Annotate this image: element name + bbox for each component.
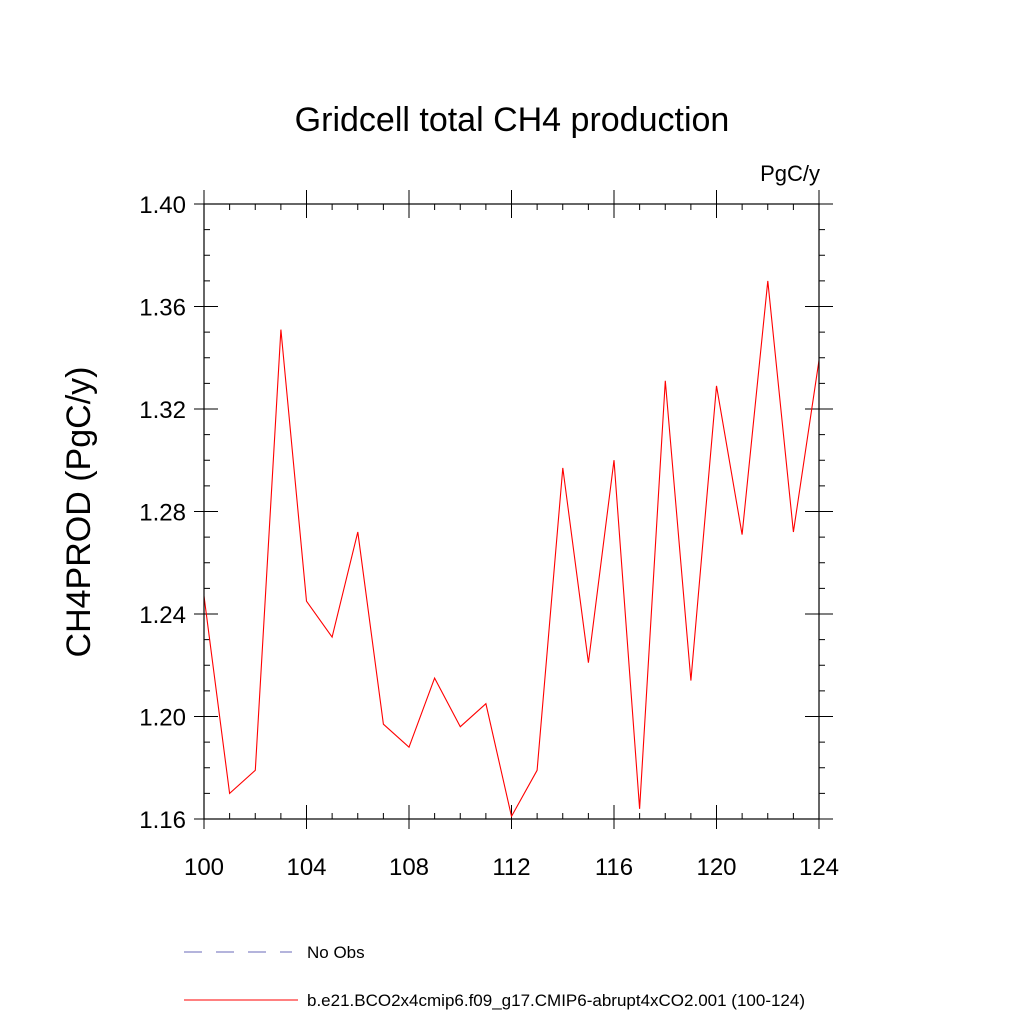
y-tick-label: 1.16 — [139, 807, 186, 834]
legend-label-series: b.e21.BCO2x4cmip6.f09_g17.CMIP6-abrupt4x… — [307, 991, 805, 1010]
axis-ticks — [194, 190, 833, 829]
legend: No Obs b.e21.BCO2x4cmip6.f09_g17.CMIP6-a… — [184, 943, 805, 1010]
y-axis-label: CH4PROD (PgC/y) — [60, 367, 98, 658]
x-tick-label: 108 — [389, 854, 429, 881]
y-tick-label: 1.20 — [139, 705, 186, 732]
x-tick-label: 104 — [286, 854, 326, 881]
y-tick-label: 1.32 — [139, 397, 186, 424]
plot-frame — [203, 203, 820, 820]
x-tick-label: 100 — [184, 854, 224, 881]
series-layer — [203, 280, 820, 818]
x-tick-label: 116 — [595, 854, 633, 881]
tick-labels: 100 104 108 112 116 120 124 1.16 1.20 1.24 1.28 1.3… — [139, 192, 839, 881]
y-tick-label: 1.28 — [139, 500, 186, 527]
x-tick-label: 124 — [799, 854, 839, 881]
legend-label-no-obs: No Obs — [307, 943, 365, 962]
series-line — [203, 280, 820, 818]
chart-title: Gridcell total CH4 production — [295, 101, 730, 139]
units-label: PgC/y — [760, 161, 820, 186]
x-tick-label: 112 — [492, 854, 530, 881]
y-tick-label: 1.24 — [139, 602, 186, 629]
y-tick-label: 1.40 — [139, 192, 186, 219]
y-tick-label: 1.36 — [139, 295, 186, 322]
x-tick-label: 120 — [696, 854, 736, 881]
